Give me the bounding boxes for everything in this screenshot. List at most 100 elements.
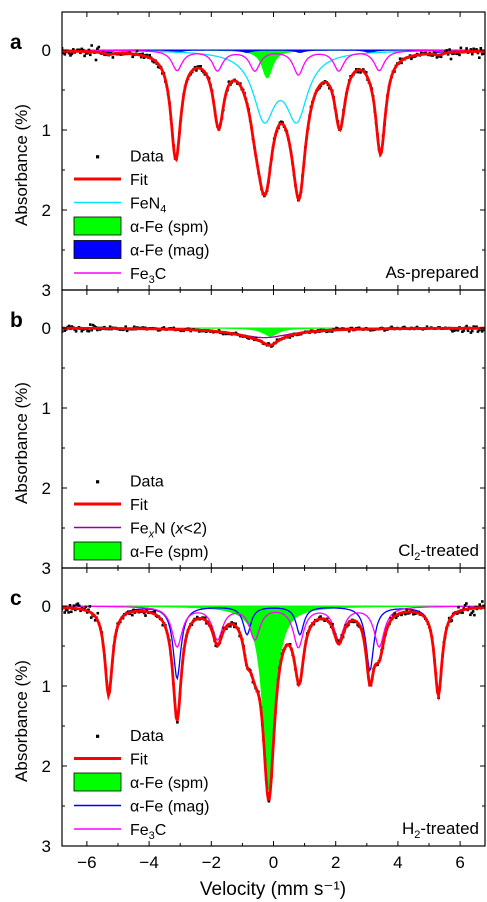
condition-label: Cl2-treated: [398, 541, 479, 563]
data-point: [466, 329, 470, 332]
data-point: [74, 330, 78, 333]
data-point: [196, 65, 200, 68]
data-point: [229, 625, 232, 628]
legend-label-tail2: <2): [184, 521, 208, 538]
data-point: [469, 48, 473, 51]
y-axis-label: Absorbance (%): [12, 382, 31, 504]
data-point: [84, 52, 88, 55]
data-point: [475, 325, 478, 328]
fit-curve-b: [62, 326, 485, 347]
y-tick-label: 0: [42, 41, 51, 60]
data-point: [135, 49, 139, 53]
data-point: [359, 71, 362, 74]
data-points-a: [62, 44, 485, 202]
data-point: [482, 328, 485, 332]
legend-label-sub: x: [148, 529, 155, 541]
data-point: [420, 51, 423, 55]
y-tick-label: 3: [42, 281, 51, 300]
data-point: [463, 604, 467, 607]
data-point: [205, 622, 208, 625]
legend-label-sub: 3: [149, 830, 155, 842]
fit-curve-a: [62, 49, 485, 203]
data-point: [197, 65, 201, 68]
data-point: [151, 59, 154, 63]
legend-label: α-Fe (spm): [130, 775, 209, 792]
condition-sub: 2: [414, 829, 420, 841]
data-point: [461, 611, 464, 614]
legend-label-main: Fit: [130, 497, 148, 514]
data-point: [70, 325, 74, 328]
legend-label: Fe3C: [130, 266, 166, 286]
data-point: [465, 47, 468, 50]
legend-swatch: [73, 216, 122, 236]
data-point: [144, 614, 147, 617]
y-tick-label: 0: [42, 597, 51, 616]
data-point: [481, 600, 484, 603]
plot-area-b: [62, 323, 485, 348]
data-point: [97, 45, 101, 49]
data-point: [153, 610, 157, 613]
x-tick-label: 2: [331, 853, 340, 872]
data-point: [72, 604, 76, 607]
plot-area-c: [62, 600, 485, 803]
condition-tail: -treated: [420, 819, 479, 838]
data-point: [404, 612, 407, 616]
data-point: [141, 52, 144, 56]
data-point: [406, 612, 410, 615]
data-point: [62, 47, 64, 50]
condition-label: H2-treated: [402, 819, 479, 841]
data-point: [77, 604, 81, 607]
legend-label: Fe3C: [130, 822, 166, 842]
x-tick-label: −6: [77, 853, 96, 872]
condition-main: Cl: [398, 541, 414, 560]
data-point: [66, 608, 69, 612]
data-point: [89, 616, 93, 619]
data-point: [90, 328, 93, 332]
legend-label: Data: [130, 474, 164, 491]
x-tick-label: 4: [393, 853, 402, 872]
data-point: [81, 48, 85, 52]
legend-item-data: Data: [96, 149, 164, 166]
legend-item-fe3c: Fe3C: [74, 266, 166, 286]
data-point: [156, 65, 160, 69]
x-tick-label: −4: [139, 853, 158, 872]
data-point: [132, 325, 136, 329]
condition-label: As-prepared: [385, 263, 479, 282]
data-point: [448, 48, 451, 51]
y-axis-label: Absorbance (%): [12, 660, 31, 782]
data-point: [176, 721, 179, 724]
data-point: [91, 323, 95, 327]
data-point: [87, 48, 91, 52]
data-point: [77, 48, 81, 52]
data-point: [469, 613, 472, 617]
data-point: [335, 326, 338, 330]
data-point: [74, 608, 77, 612]
data-point: [76, 48, 79, 52]
y-tick-label: 1: [42, 399, 51, 418]
data-point: [449, 57, 453, 61]
data-point: [62, 330, 64, 333]
data-point: [199, 65, 202, 68]
data-point: [267, 342, 270, 345]
y-tick-label: 2: [42, 757, 51, 776]
data-point: [456, 329, 460, 332]
data-point: [80, 47, 84, 51]
data-point: [76, 602, 80, 605]
legend-label: FeN4: [130, 196, 166, 216]
data-point: [62, 51, 65, 55]
legend-item-data: Data: [96, 728, 164, 745]
data-point: [435, 56, 439, 59]
data-point: [230, 621, 233, 624]
data-point: [275, 338, 279, 341]
x-tick-label: 6: [455, 853, 464, 872]
data-point: [62, 607, 64, 611]
legend-label-main: Fe: [130, 521, 149, 538]
data-point: [319, 615, 322, 618]
legend-item-fen4: FeN4: [74, 196, 166, 216]
data-point: [476, 330, 480, 333]
data-point: [394, 616, 398, 620]
data-point: [88, 605, 92, 608]
data-point: [142, 611, 146, 615]
